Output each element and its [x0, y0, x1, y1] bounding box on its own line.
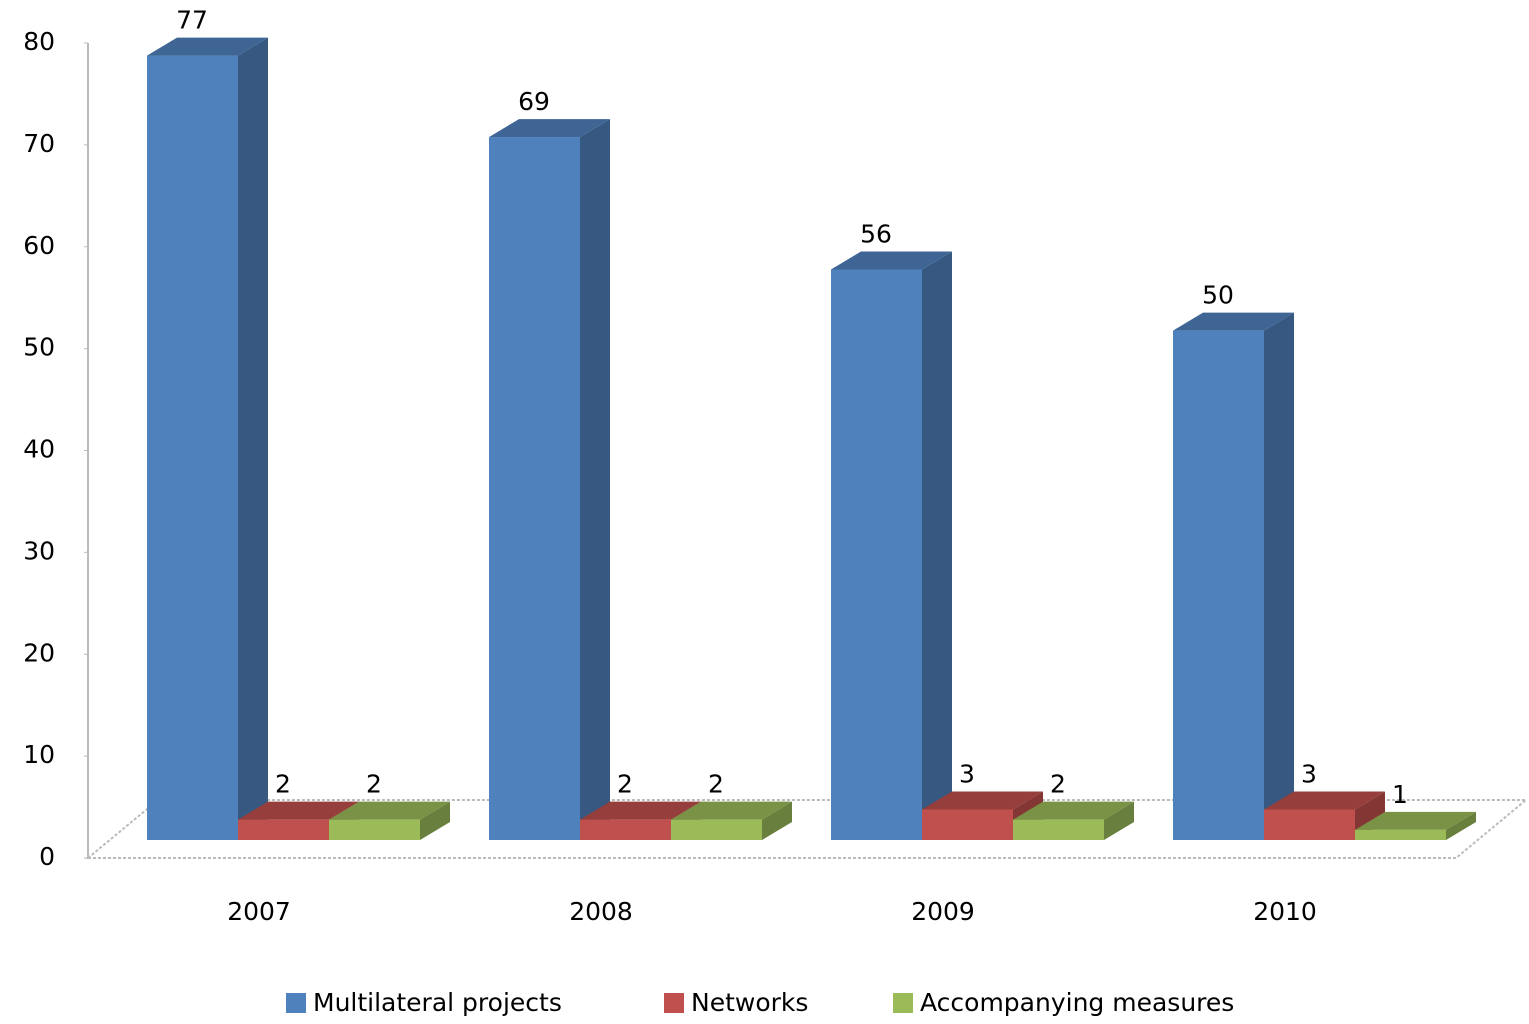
y-tick-label: 10: [23, 740, 55, 769]
data-label: 1: [1392, 780, 1408, 809]
legend-swatch: [893, 993, 913, 1013]
x-tick-label: 2008: [569, 897, 633, 926]
bar-top: [1013, 801, 1134, 820]
data-label: 3: [1301, 759, 1317, 788]
y-tick-label: 80: [23, 27, 55, 56]
bar: [671, 819, 762, 840]
bar: [922, 809, 1013, 840]
data-label: 56: [860, 220, 892, 249]
bar-top: [671, 801, 792, 820]
y-tick-label: 0: [39, 842, 55, 871]
bar: [329, 819, 420, 840]
bar-side: [238, 37, 268, 840]
data-label: 2: [275, 770, 291, 799]
data-label: 77: [176, 6, 208, 35]
bar-side: [580, 119, 610, 840]
y-tick-label: 50: [23, 333, 55, 362]
bar-side: [1446, 811, 1476, 840]
data-label: 50: [1202, 281, 1234, 310]
x-tick-label: 2009: [911, 897, 975, 926]
data-label: 3: [959, 759, 975, 788]
bar-top: [831, 251, 952, 270]
bar-side: [1264, 312, 1294, 840]
bar-side: [762, 801, 792, 840]
bar: [1264, 809, 1355, 840]
bar-top: [1173, 312, 1294, 331]
bar-side: [420, 801, 450, 840]
bar: [831, 269, 922, 840]
data-label: 2: [366, 770, 382, 799]
data-label: 69: [518, 87, 550, 116]
x-tick-label: 2010: [1253, 897, 1317, 926]
y-tick-label: 60: [23, 231, 55, 260]
legend-label: Networks: [691, 988, 808, 1017]
bar: [147, 55, 238, 840]
bar: [1355, 829, 1446, 840]
bar: [489, 137, 580, 840]
bar-top: [489, 119, 610, 138]
y-tick-label: 20: [23, 638, 55, 667]
data-label: 2: [708, 770, 724, 799]
bar-top: [1264, 791, 1385, 810]
bar: [238, 819, 329, 840]
bar-top: [580, 801, 701, 820]
legend-label: Accompanying measures: [920, 988, 1234, 1017]
legend-label: Multilateral projects: [313, 988, 562, 1017]
bar-top: [238, 801, 359, 820]
bar: [580, 819, 671, 840]
floor: [85, 799, 1529, 859]
bar: [1173, 330, 1264, 840]
bar-top: [147, 37, 268, 56]
legend-swatch: [286, 993, 306, 1013]
legend-swatch: [664, 993, 684, 1013]
bar-top: [922, 791, 1043, 810]
y-tick-label: 70: [23, 129, 55, 158]
data-label: 2: [1050, 770, 1066, 799]
x-tick-label: 2007: [227, 897, 291, 926]
bar-top: [329, 801, 450, 820]
data-label: 2: [617, 770, 633, 799]
bar-side: [922, 251, 952, 840]
bar: [1013, 819, 1104, 840]
bar-side: [1104, 801, 1134, 840]
bar-top: [1355, 811, 1476, 830]
y-tick-label: 40: [23, 435, 55, 464]
y-tick-label: 30: [23, 536, 55, 565]
